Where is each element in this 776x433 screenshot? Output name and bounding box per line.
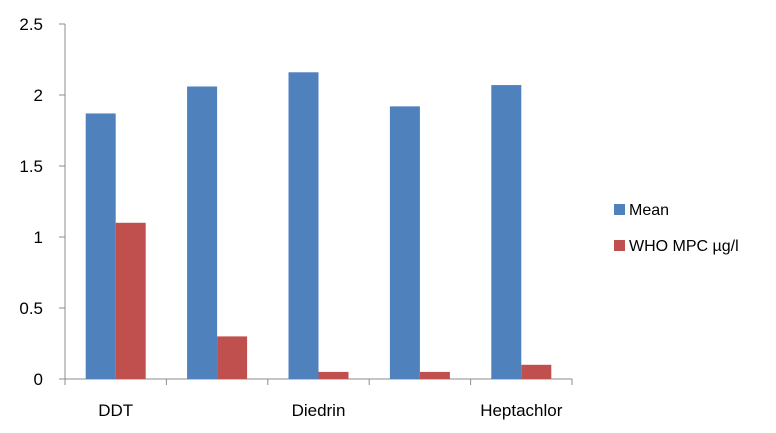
legend-label: Mean [629, 202, 669, 219]
legend-label: WHO MPC µg/l [629, 238, 739, 255]
axes [59, 23, 573, 385]
bar-mean [288, 72, 319, 379]
legend: Mean WHO MPC µg/l [614, 202, 739, 255]
bar-who-mpc [419, 371, 450, 379]
y-tick-label: 2.5 [19, 15, 43, 34]
bar-mean [389, 106, 420, 380]
legend-swatch [614, 240, 625, 251]
bar-mean [491, 85, 522, 379]
axis-labels: 0 0.5 1 1.5 2 2.5 DDT Diedrin Heptachlor [19, 15, 562, 420]
bar-mean [187, 86, 218, 379]
legend-swatch [614, 204, 625, 215]
y-tick-label: 0 [34, 370, 43, 389]
y-tick-label: 2 [34, 86, 43, 105]
y-tick-label: 1 [34, 228, 43, 247]
bar-who-mpc [217, 336, 248, 379]
bars [85, 72, 552, 380]
bar-mean [85, 113, 116, 380]
y-tick-label: 1.5 [19, 157, 43, 176]
x-category-label: DDT [98, 401, 133, 420]
bar-who-mpc [318, 371, 349, 379]
y-tick-label: 0.5 [19, 299, 43, 318]
x-category-label: Heptachlor [480, 401, 563, 420]
bar-who-mpc [115, 222, 146, 379]
x-category-label: Diedrin [292, 401, 346, 420]
bar-who-mpc [521, 364, 552, 379]
